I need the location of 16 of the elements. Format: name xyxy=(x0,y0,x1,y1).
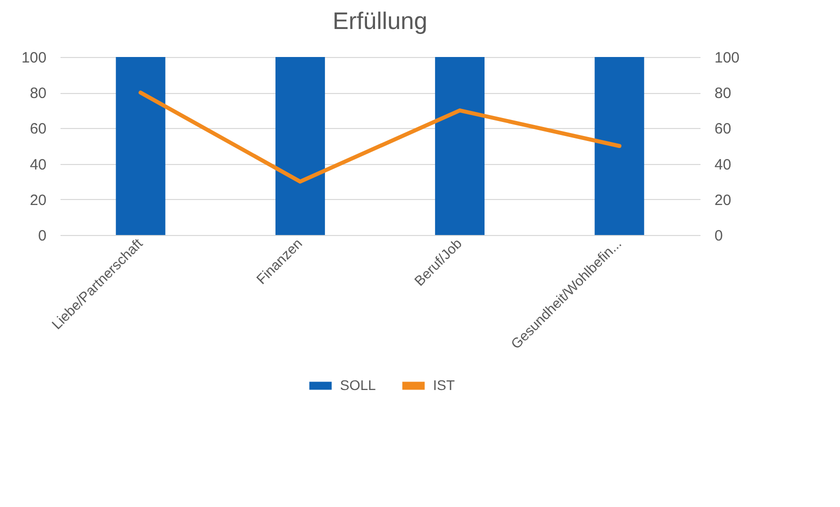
legend-label: IST xyxy=(433,376,456,393)
y2-tick-label: 40 xyxy=(714,156,732,174)
y-tick-label: 60 xyxy=(30,120,46,138)
y-tick-label: 80 xyxy=(30,85,46,102)
y2-tick-label: 0 xyxy=(714,228,723,244)
y2-tick-label: 100 xyxy=(714,50,740,66)
y-tick-label: 40 xyxy=(30,156,46,174)
y-tick-label: 100 xyxy=(21,50,46,66)
chart-title: Erfüllung xyxy=(332,8,428,35)
y2-tick-label: 60 xyxy=(714,120,732,138)
legend-label: SOLL xyxy=(340,376,376,393)
y-tick-label: 20 xyxy=(30,192,46,209)
line-series xyxy=(138,90,622,184)
y2-tick-label: 80 xyxy=(714,85,732,102)
y2-tick-label: 20 xyxy=(714,192,732,209)
y-tick-label: 0 xyxy=(38,228,46,244)
